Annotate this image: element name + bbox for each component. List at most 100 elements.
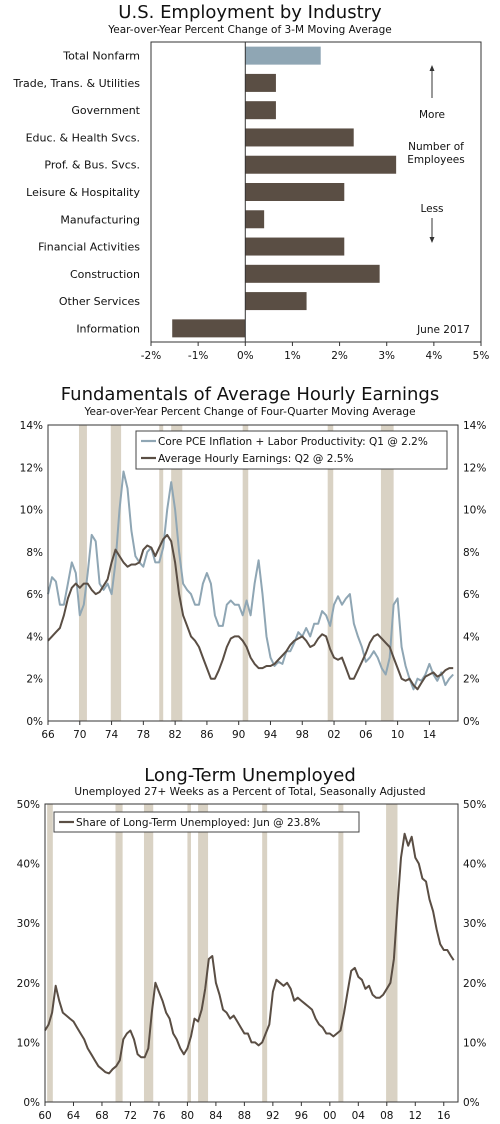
x-tick-label: 84: [209, 1110, 223, 1122]
y-tick-label-left: 0%: [23, 1097, 40, 1109]
x-tick-label: 90: [232, 729, 245, 741]
x-tick-label: 78: [137, 729, 150, 741]
plot-frame: [44, 803, 459, 1103]
x-tick-label: 10: [391, 729, 404, 741]
recession-band: [198, 804, 209, 1102]
bar: [245, 155, 397, 174]
x-tick-label: 70: [73, 729, 86, 741]
x-tick-label: 08: [380, 1110, 393, 1122]
x-tick-label: -2%: [141, 350, 161, 362]
y-tick-label-left: 14%: [20, 420, 43, 432]
x-tick-label: 88: [238, 1110, 251, 1122]
annotation-more: More: [419, 109, 445, 121]
x-tick-label: 96: [295, 1110, 309, 1122]
category-label: Government: [71, 104, 140, 117]
recession-band: [159, 425, 164, 721]
x-tick-label: 74: [105, 729, 119, 741]
category-label: Leisure & Hospitality: [26, 186, 140, 199]
y-tick-label-right: 0%: [463, 1097, 480, 1109]
x-tick-label: 4%: [426, 350, 443, 362]
y-tick-label-right: 40%: [463, 859, 486, 871]
bar: [245, 292, 307, 311]
x-tick-label: 0%: [237, 350, 254, 362]
bar: [245, 128, 354, 147]
chart-subtitle: Year-over-Year Percent Change of 3-M Mov…: [107, 24, 392, 36]
y-tick-label-left: 2%: [26, 674, 43, 686]
bar: [245, 183, 345, 201]
x-tick-label: 60: [38, 1110, 51, 1122]
bar: [245, 46, 321, 65]
y-tick-label-left: 6%: [26, 589, 43, 601]
chart-subtitle: Year-over-Year Percent Change of Four-Qu…: [83, 406, 415, 418]
category-label: Trade, Trans. & Utilities: [12, 77, 140, 90]
x-tick-label: 94: [264, 729, 278, 741]
series-line-0: [44, 832, 455, 1075]
category-label: Other Services: [59, 295, 140, 308]
bar: [172, 319, 246, 338]
arrow-down-icon: [429, 237, 435, 243]
bar: [245, 237, 345, 256]
y-tick-label-right: 8%: [463, 547, 480, 559]
y-tick-label-left: 50%: [17, 799, 40, 811]
series-line-0: [47, 470, 454, 691]
category-label: Prof. & Bus. Svcs.: [44, 159, 140, 172]
y-tick-label-right: 12%: [463, 462, 486, 474]
x-tick-label: 64: [67, 1110, 81, 1122]
annotation-employees: Employees: [407, 154, 464, 166]
y-tick-label-right: 30%: [463, 918, 486, 930]
x-tick-label: 16: [437, 1110, 451, 1122]
y-tick-label-left: 40%: [17, 859, 40, 871]
legend-box: [135, 430, 448, 470]
annotation-number-of: Number of: [408, 141, 464, 153]
y-tick-label-right: 4%: [463, 631, 480, 643]
y-tick-label-right: 50%: [463, 799, 486, 811]
y-tick-label-left: 12%: [20, 462, 43, 474]
category-label: Information: [76, 322, 140, 335]
employment-by-industry-chart: U.S. Employment by Industry Year-over-Ye…: [12, 2, 490, 362]
legend-label-hourly-earnings: Average Hourly Earnings: Q2 @ 2.5%: [158, 453, 353, 465]
long-term-unemployed-chart: Long-Term Unemployed Unemployed 27+ Week…: [17, 765, 487, 1122]
x-tick-label: 82: [168, 729, 181, 741]
annotation-date: June 2017: [416, 324, 470, 336]
recession-band: [110, 425, 122, 721]
y-tick-label-left: 4%: [26, 631, 43, 643]
x-tick-label: 1%: [284, 350, 301, 362]
recession-band: [78, 425, 87, 721]
bar: [245, 101, 276, 120]
x-tick-label: 02: [327, 729, 340, 741]
x-tick-label: 12: [409, 1110, 422, 1122]
category-label: Manufacturing: [60, 213, 140, 226]
plot-frame: [150, 41, 482, 343]
y-tick-label-right: 20%: [463, 978, 486, 990]
recession-band: [386, 804, 398, 1102]
chart-title: Fundamentals of Average Hourly Earnings: [61, 384, 439, 405]
category-label: Financial Activities: [38, 241, 140, 254]
legend-box: [53, 811, 360, 833]
chart-title: U.S. Employment by Industry: [118, 2, 382, 23]
hourly-earnings-chart: Fundamentals of Average Hourly Earnings …: [20, 384, 487, 741]
x-tick-label: 98: [296, 729, 309, 741]
recession-band: [143, 804, 154, 1102]
recession-band: [338, 804, 344, 1102]
category-label: Total Nonfarm: [62, 50, 140, 63]
y-tick-label-right: 6%: [463, 589, 480, 601]
x-tick-label: 5%: [473, 350, 490, 362]
y-tick-label-right: 2%: [463, 674, 480, 686]
x-tick-label: 04: [352, 1110, 366, 1122]
series-line-1: [47, 533, 454, 691]
recession-band: [327, 425, 334, 721]
x-tick-label: 72: [124, 1110, 137, 1122]
x-tick-label: 86: [200, 729, 214, 741]
x-tick-label: 00: [323, 1110, 336, 1122]
y-tick-label-right: 10%: [463, 505, 486, 517]
bar: [245, 73, 276, 92]
plot-frame: [47, 424, 459, 722]
chart-subtitle: Unemployed 27+ Weeks as a Percent of Tot…: [74, 786, 425, 798]
recession-band: [262, 804, 268, 1102]
legend-label-long-term-unemployed: Share of Long-Term Unemployed: Jun @ 23.…: [76, 817, 320, 829]
y-tick-label-right: 14%: [463, 420, 486, 432]
category-label: Construction: [70, 268, 140, 281]
y-tick-label-left: 20%: [17, 978, 40, 990]
x-tick-label: 68: [95, 1110, 108, 1122]
y-tick-label-left: 10%: [20, 505, 43, 517]
